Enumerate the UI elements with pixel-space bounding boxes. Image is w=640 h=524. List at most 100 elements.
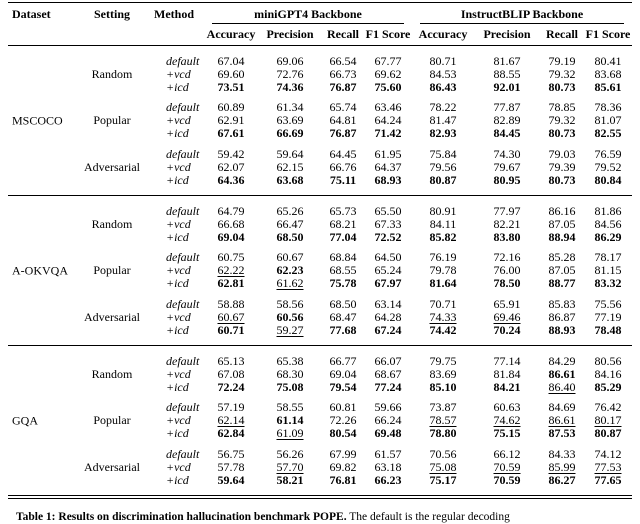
- metric-value: 71.42: [374, 126, 402, 140]
- metric-value: 82.21: [493, 216, 521, 231]
- metric-value: 72.26: [329, 413, 357, 427]
- metric-value: 88.93: [548, 322, 576, 337]
- metric-value: 57.70: [276, 459, 304, 474]
- metric-value: 66.23: [374, 472, 402, 487]
- metric-value: 61.14: [276, 413, 304, 427]
- metric-value: 81.07: [594, 113, 622, 127]
- col-header-setting: Setting: [94, 7, 130, 21]
- metric-value: 75.08: [276, 379, 304, 394]
- setting-name: Random: [91, 366, 133, 381]
- metric-value: 72.16: [493, 250, 521, 264]
- metric-value: 63.46: [374, 100, 402, 114]
- metric-value: 62.91: [217, 113, 245, 127]
- metric-value: 57.19: [217, 400, 245, 414]
- metric-value: 83.68: [594, 66, 622, 81]
- metric-value: 59.42: [217, 146, 245, 161]
- metric-value: 77.65: [594, 472, 622, 487]
- metric-value: 75.08: [429, 459, 457, 474]
- metric-value: 74.33: [429, 309, 457, 324]
- method-label: +vcd: [166, 459, 191, 474]
- metric-value: 65.50: [374, 203, 402, 218]
- metric-value: 80.41: [594, 53, 622, 68]
- metric-value: 60.75: [217, 250, 245, 264]
- metric-value: 66.73: [329, 66, 357, 81]
- metric-value: 67.61: [217, 126, 245, 140]
- metric-value: 74.42: [429, 322, 457, 337]
- metric-value: 88.77: [548, 276, 576, 290]
- setting-name: Random: [91, 66, 133, 81]
- metric-value: 84.21: [493, 379, 521, 394]
- metric-value: 78.80: [429, 426, 457, 440]
- metric-value: 79.39: [548, 159, 576, 174]
- table-header-row-1: Dataset Setting Method miniGPT4 Backbone…: [8, 7, 632, 24]
- metric-value: 65.26: [276, 203, 304, 218]
- metric-value: 80.95: [493, 172, 521, 187]
- method-label: default: [166, 296, 200, 311]
- metric-value: 81.15: [594, 263, 622, 277]
- metric-value: 84.69: [548, 400, 576, 414]
- method-label: default: [166, 250, 200, 264]
- metric-value: 84.53: [429, 66, 457, 81]
- method-label: +icd: [166, 426, 189, 440]
- metric-value: 85.99: [548, 459, 576, 474]
- metric-value: 72.52: [374, 229, 402, 244]
- metric-value: 62.23: [276, 263, 304, 277]
- metric-value: 69.48: [374, 426, 402, 440]
- metric-value: 63.18: [374, 459, 402, 474]
- metric-value: 79.56: [429, 159, 457, 174]
- metric-value: 70.59: [493, 459, 521, 474]
- metric-value: 86.16: [548, 203, 576, 218]
- metric-value: 68.30: [276, 366, 304, 381]
- metric-value: 81.64: [429, 276, 457, 290]
- dataset-group: A-OKVQA Random default 64.79 65.26 65.73 65.50…: [8, 196, 632, 346]
- metric-value: 59.27: [276, 322, 304, 337]
- metric-value: 58.88: [217, 296, 245, 311]
- metric-value: 69.82: [329, 459, 357, 474]
- metric-value: 81.67: [493, 53, 521, 68]
- metric-value: 70.56: [429, 446, 457, 461]
- metric-value: 69.04: [329, 366, 357, 381]
- metric-value: 87.05: [548, 263, 576, 277]
- metric-value: 66.68: [217, 216, 245, 231]
- metric-value: 65.91: [493, 296, 521, 311]
- metric-value: 66.24: [374, 413, 402, 427]
- metric-value: 80.56: [594, 353, 622, 368]
- metric-value: 78.48: [594, 322, 622, 337]
- metric-value: 81.47: [429, 113, 457, 127]
- metric-value: 78.57: [429, 413, 457, 427]
- metric-value: 75.15: [493, 426, 521, 440]
- metric-value: 84.11: [429, 216, 457, 231]
- metric-value: 75.11: [329, 172, 357, 187]
- metric-value: 62.14: [217, 413, 245, 427]
- metric-value: 68.21: [329, 216, 357, 231]
- method-label: +icd: [166, 276, 189, 290]
- metric-value: 68.50: [329, 296, 357, 311]
- metric-value: 65.74: [329, 100, 357, 114]
- col-header-method: Method: [154, 7, 194, 21]
- metric-value: 80.73: [548, 172, 576, 187]
- metric-value: 64.37: [374, 159, 402, 174]
- metric-value: 64.28: [374, 309, 402, 324]
- metric-value: 82.89: [493, 113, 521, 127]
- metric-value: 74.30: [493, 146, 521, 161]
- metric-value: 60.67: [276, 250, 304, 264]
- metric-value: 86.40: [548, 379, 576, 394]
- metric-value: 79.03: [548, 146, 576, 161]
- method-label: +icd: [166, 322, 189, 337]
- method-label: +icd: [166, 379, 189, 394]
- metric-value: 79.32: [548, 113, 576, 127]
- setting-block: Random default 65.13 65.38 66.77 66.07 79.75 77…: [8, 353, 632, 394]
- metric-value: 85.28: [548, 250, 576, 264]
- metric-value: 61.62: [276, 276, 304, 290]
- metric-value: 66.12: [493, 446, 521, 461]
- metric-value: 86.27: [548, 472, 576, 487]
- metric-value: 75.78: [329, 276, 357, 290]
- col-header-instructblip-backbone: InstructBLIP Backbone: [420, 7, 624, 24]
- method-label: default: [166, 203, 200, 218]
- metric-value: 78.22: [429, 100, 457, 114]
- metric-value: 82.93: [429, 126, 457, 140]
- metric-value: 73.51: [217, 79, 245, 94]
- metric-value: 64.50: [374, 250, 402, 264]
- metric-value: 76.00: [493, 263, 521, 277]
- setting-block: Popular default 60.75 60.67 68.84 64.50 76.19 7…: [8, 251, 632, 290]
